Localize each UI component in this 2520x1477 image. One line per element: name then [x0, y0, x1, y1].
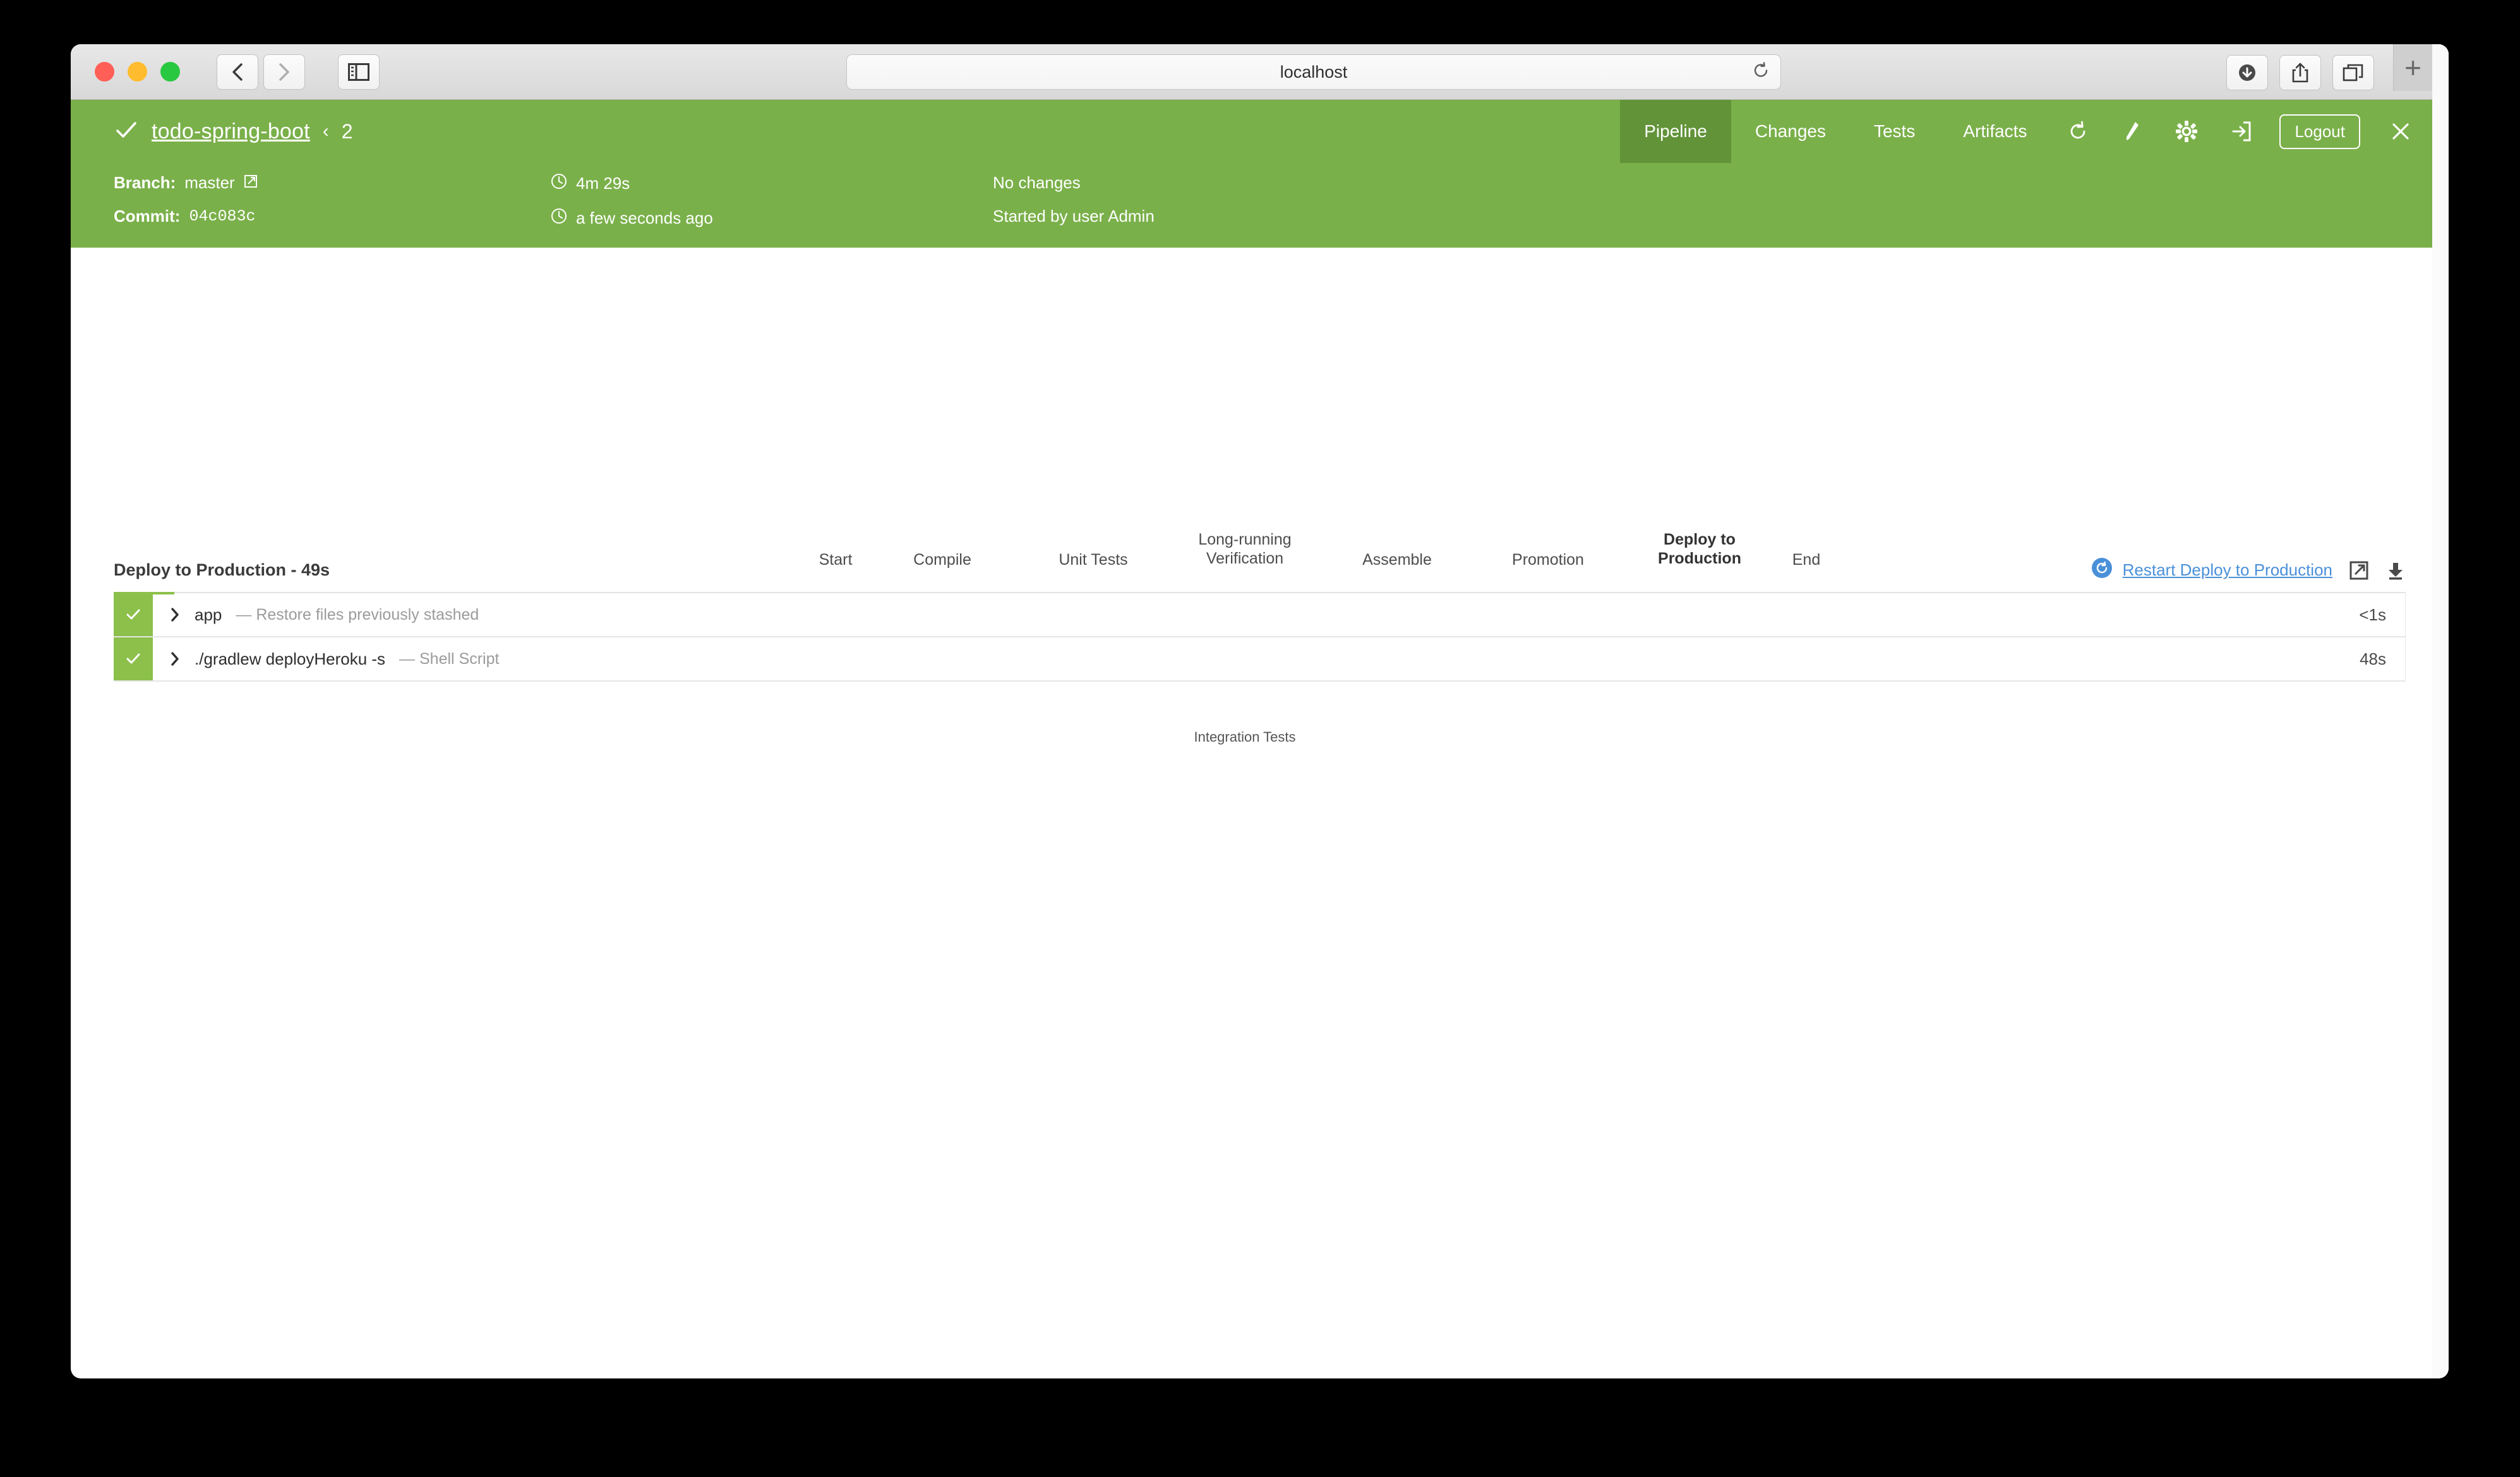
stage-label-unit-tests[interactable]: Unit Tests: [1059, 551, 1128, 569]
meta-column-source: Branch: master Commit: 04c083c: [71, 173, 551, 229]
navigation-buttons: [217, 54, 305, 90]
changes-row: No changes: [993, 173, 2449, 193]
address-bar[interactable]: localhost: [846, 54, 1781, 90]
stage-label-promotion[interactable]: Promotion: [1512, 551, 1584, 569]
gear-icon[interactable]: [2159, 100, 2214, 163]
check-icon: [114, 118, 139, 146]
window-controls: [95, 62, 180, 81]
edit-icon[interactable]: [2105, 100, 2159, 163]
app-header: todo-spring-boot ‹ 2 Pipeline Changes Te…: [71, 100, 2449, 163]
rerun-icon[interactable]: [2051, 100, 2105, 163]
stage-label-long-running-verification[interactable]: Long-running Verification: [1198, 531, 1292, 567]
header-nav: Pipeline Changes Tests Artifacts: [1620, 100, 2430, 163]
login-icon[interactable]: [2214, 100, 2268, 163]
project-name-link[interactable]: todo-spring-boot: [152, 119, 310, 143]
pipeline-graph-svg: [71, 248, 2449, 557]
step-name: app: [195, 605, 222, 624]
forward-button[interactable]: [263, 54, 305, 90]
stage-label-deploy-to-production[interactable]: Deploy to Production: [1658, 531, 1741, 567]
meta-column-timing: 4m 29s a few seconds ago: [551, 173, 993, 229]
step-description: — Shell Script: [399, 649, 500, 668]
step-results: Deploy to Production - 49s Restart Deplo…: [71, 557, 2449, 682]
step-main[interactable]: ./gradlew deployHeroku -s — Shell Script: [153, 637, 2360, 680]
stage-label-start[interactable]: Start: [819, 551, 853, 569]
stage-label-end[interactable]: End: [1792, 551, 1821, 569]
reload-icon[interactable]: [1753, 62, 1769, 83]
restart-icon: [2091, 557, 2113, 583]
step-duration: 48s: [2360, 649, 2386, 668]
time-ago-value: a few seconds ago: [576, 208, 713, 227]
stage-label-assemble[interactable]: Assemble: [1362, 551, 1432, 569]
tab-artifacts[interactable]: Artifacts: [1963, 121, 2027, 141]
duration-row: 4m 29s: [551, 173, 993, 194]
page-scrollbar[interactable]: [2432, 44, 2449, 1378]
tab-tests[interactable]: Tests: [1873, 121, 1916, 141]
restart-stage-label: Restart Deploy to Production: [2122, 560, 2332, 579]
step-list: app — Restore files previously stashed <…: [114, 592, 2406, 682]
browser-window: localhost: [71, 44, 2449, 1378]
commit-value: 04c083c: [189, 207, 256, 226]
branch-row: Branch: master: [114, 173, 551, 193]
commit-row: Commit: 04c083c: [114, 207, 551, 226]
commit-label: Commit:: [114, 207, 181, 226]
time-row: a few seconds ago: [551, 208, 993, 229]
page-title: Deploy to Production - 49s: [114, 560, 330, 579]
close-icon[interactable]: [2372, 100, 2430, 163]
browser-titlebar: localhost: [71, 44, 2449, 100]
changes-value: No changes: [993, 173, 1081, 192]
sidebar-toggle-button[interactable]: [338, 54, 380, 90]
table-row[interactable]: ./gradlew deployHeroku -s — Shell Script…: [114, 637, 2406, 682]
maximize-window-button[interactable]: [160, 62, 180, 81]
new-tab-button[interactable]: +: [2393, 44, 2432, 91]
logout-button[interactable]: Logout: [2279, 114, 2360, 149]
address-bar-url: localhost: [1280, 62, 1348, 81]
chevron-left-icon[interactable]: ‹: [322, 121, 329, 142]
step-duration: <1s: [2359, 605, 2386, 624]
run-metadata: Branch: master Commit: 04c083c: [71, 163, 2449, 248]
external-link-icon[interactable]: [244, 173, 258, 193]
status-badge: [114, 593, 153, 636]
started-by-row: Started by user Admin: [993, 207, 2449, 226]
duration-value: 4m 29s: [576, 174, 630, 193]
check-icon: [126, 609, 140, 620]
tab-changes[interactable]: Changes: [1755, 121, 1826, 141]
downloads-icon[interactable]: [2226, 55, 2268, 90]
step-name: ./gradlew deployHeroku -s: [195, 649, 386, 668]
chevron-right-icon[interactable]: [169, 651, 181, 667]
tab-overview-icon[interactable]: [2332, 55, 2374, 90]
status-badge: [114, 637, 153, 680]
download-icon[interactable]: [2385, 560, 2406, 581]
minimize-window-button[interactable]: [128, 62, 147, 81]
started-by-value: Started by user Admin: [993, 207, 1155, 226]
check-icon: [126, 653, 140, 664]
chevron-right-icon[interactable]: [169, 606, 181, 623]
step-main[interactable]: app — Restore files previously stashed: [153, 593, 2359, 636]
clock-icon: [551, 208, 567, 229]
share-icon[interactable]: [2279, 55, 2321, 90]
stopwatch-icon: [551, 173, 567, 194]
step-description: — Restore files previously stashed: [236, 605, 479, 624]
step-results-header: Deploy to Production - 49s Restart Deplo…: [114, 557, 2406, 592]
run-number: 2: [341, 119, 353, 143]
branch-value: master: [184, 173, 235, 192]
table-row[interactable]: app — Restore files previously stashed <…: [114, 593, 2406, 637]
close-window-button[interactable]: [95, 62, 114, 81]
step-results-actions: Restart Deploy to Production: [2091, 557, 2406, 583]
back-button[interactable]: [217, 54, 258, 90]
pipeline-graph: Start Compile Unit Tests Long-running Ve…: [71, 248, 2449, 745]
open-external-icon[interactable]: [2349, 560, 2369, 581]
restart-stage-button[interactable]: Restart Deploy to Production: [2091, 557, 2332, 583]
branch-label: Branch:: [114, 173, 176, 192]
branch-label-integration-tests[interactable]: Integration Tests: [1194, 729, 1296, 745]
meta-column-info: No changes Started by user Admin: [993, 173, 2449, 229]
tab-pipeline[interactable]: Pipeline: [1620, 100, 1731, 163]
run-title: todo-spring-boot ‹ 2: [71, 118, 353, 146]
browser-toolbar-right: +: [2226, 44, 2432, 91]
stage-label-compile[interactable]: Compile: [913, 551, 971, 569]
